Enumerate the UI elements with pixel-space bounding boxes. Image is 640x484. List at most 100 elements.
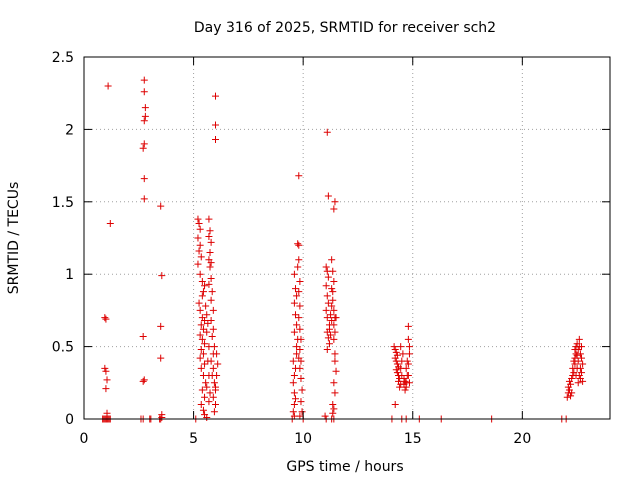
data-point	[205, 398, 213, 406]
data-point	[210, 379, 218, 387]
data-point	[578, 354, 586, 362]
chart-title: Day 316 of 2025, SRMTID for receiver sch…	[194, 20, 496, 36]
data-point	[322, 306, 330, 314]
data-point	[330, 306, 338, 314]
data-point	[201, 317, 209, 325]
data-point	[101, 364, 109, 372]
data-point	[323, 292, 331, 300]
data-point	[289, 357, 297, 365]
data-point	[157, 202, 165, 210]
data-point	[158, 272, 166, 280]
data-point	[139, 377, 147, 385]
data-point	[296, 412, 304, 420]
data-point	[331, 198, 339, 206]
x-axis-label: GPS time / hours	[286, 459, 403, 475]
data-point	[404, 372, 412, 380]
data-point	[568, 374, 576, 382]
data-point	[199, 350, 207, 358]
data-point	[297, 357, 305, 365]
data-point	[324, 299, 332, 307]
data-point	[199, 288, 207, 296]
data-point	[213, 372, 221, 380]
data-point	[329, 401, 337, 409]
data-point	[140, 76, 148, 84]
data-point	[203, 328, 211, 336]
data-point	[405, 379, 413, 387]
data-point	[325, 340, 333, 348]
data-point	[214, 360, 222, 368]
data-point	[205, 215, 213, 223]
data-point	[140, 195, 148, 203]
data-point	[201, 282, 209, 290]
x-tick-label: 20	[513, 431, 531, 447]
y-tick-label: 2	[65, 122, 74, 138]
data-point	[573, 351, 581, 359]
data-point	[323, 345, 331, 353]
data-point	[102, 385, 110, 393]
data-point	[290, 372, 298, 380]
data-point	[205, 280, 213, 288]
data-point	[574, 345, 582, 353]
data-point	[141, 104, 149, 112]
data-point	[196, 306, 204, 314]
data-point	[404, 335, 412, 343]
data-point	[329, 288, 337, 296]
data-point	[393, 360, 401, 368]
y-tick-label: 0.5	[52, 340, 74, 356]
data-point	[576, 350, 584, 358]
data-point	[330, 379, 338, 387]
axis-ticks: 0 0.5 1 1.5 2 2.5 0 5 10 15 20	[52, 50, 610, 447]
data-point	[321, 412, 329, 420]
data-point	[322, 263, 330, 271]
data-point	[207, 238, 215, 246]
data-point	[212, 401, 219, 409]
data-point	[208, 288, 216, 296]
data-point	[391, 401, 399, 409]
data-point	[197, 401, 205, 409]
data-point	[206, 227, 214, 235]
data-point	[296, 345, 304, 353]
data-point	[401, 386, 409, 394]
data-point	[202, 379, 210, 387]
x-tick-label: 5	[189, 431, 198, 447]
data-point	[196, 225, 204, 233]
data-point	[567, 392, 575, 400]
data-point	[206, 389, 214, 397]
data-point	[297, 398, 305, 406]
data-point	[390, 343, 398, 351]
data-point	[568, 389, 576, 397]
data-point	[207, 317, 215, 325]
data-point	[294, 240, 302, 248]
data-point	[158, 411, 166, 419]
data-point	[293, 321, 301, 329]
data-point	[332, 314, 340, 322]
data-point	[297, 335, 305, 343]
data-point	[209, 306, 217, 314]
data-point	[198, 335, 206, 343]
data-point	[404, 322, 412, 330]
data-point	[331, 357, 339, 365]
data-point	[202, 302, 210, 310]
data-point	[401, 377, 409, 385]
data-point	[404, 360, 412, 368]
data-point	[198, 386, 206, 394]
data-point	[392, 348, 400, 356]
data-point	[196, 331, 204, 339]
data-point	[402, 364, 410, 372]
data-point	[194, 215, 202, 223]
data-point	[213, 350, 221, 358]
data-point	[329, 409, 337, 417]
data-point	[396, 383, 404, 391]
data-point	[201, 340, 209, 348]
data-point	[330, 405, 338, 413]
data-point	[209, 325, 217, 333]
data-point	[298, 386, 306, 394]
data-point	[579, 377, 587, 385]
data-point	[140, 376, 148, 384]
data-point	[322, 282, 330, 290]
data-point	[329, 267, 337, 275]
data-point	[295, 288, 303, 296]
data-point	[324, 273, 332, 281]
data-point	[296, 277, 304, 285]
data-point	[575, 335, 583, 343]
